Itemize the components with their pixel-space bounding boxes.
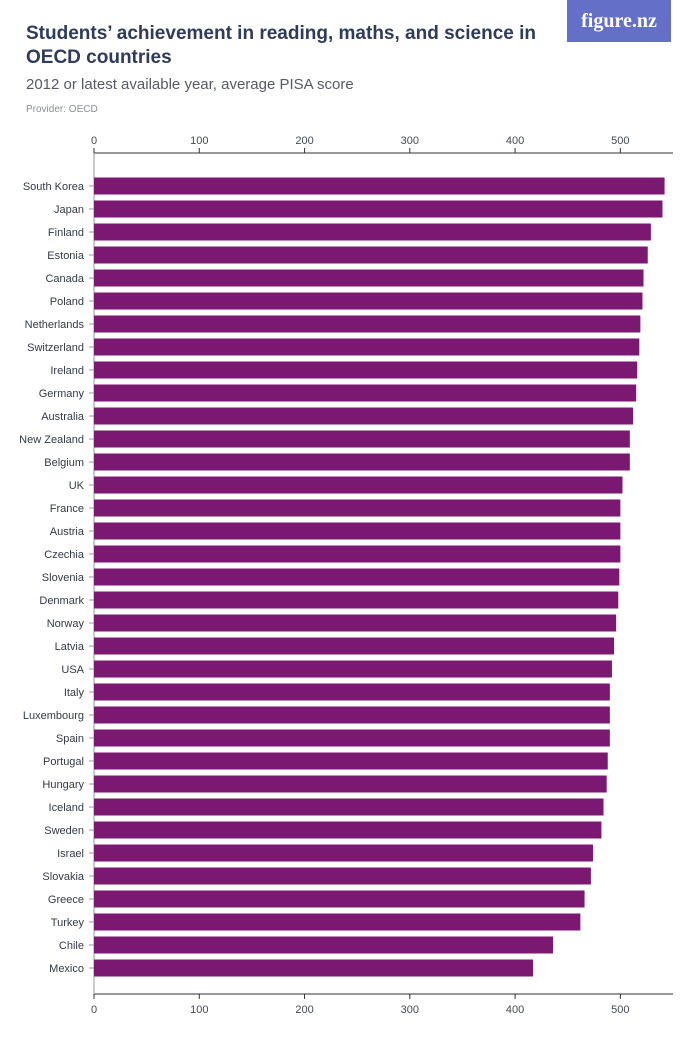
- category-label-italy: Italy: [64, 687, 85, 699]
- bar-chile: [94, 936, 553, 954]
- bar-south-korea: [94, 177, 665, 195]
- chart-subtitle: 2012 or latest available year, average P…: [26, 76, 354, 93]
- category-label-chile: Chile: [59, 940, 84, 952]
- bar-italy: [94, 683, 610, 701]
- bar-czechia: [94, 545, 621, 563]
- bar-iceland: [94, 798, 604, 816]
- bar-usa: [94, 660, 612, 678]
- category-label-estonia: Estonia: [47, 250, 85, 262]
- bar-israel: [94, 844, 593, 862]
- category-label-south-korea: South Korea: [23, 181, 85, 193]
- category-label-france: France: [50, 503, 84, 515]
- bar-luxembourg: [94, 706, 610, 724]
- bottom-tick-label-300: 300: [401, 1004, 419, 1016]
- figure-nz-logo[interactable]: figure.nz: [567, 0, 671, 42]
- bar-ireland: [94, 361, 638, 379]
- bar-slovenia: [94, 568, 620, 586]
- top-tick-label-100: 100: [190, 135, 208, 147]
- category-label-uk: UK: [69, 480, 85, 492]
- bar-switzerland: [94, 338, 640, 356]
- category-label-hungary: Hungary: [42, 779, 84, 791]
- category-label-netherlands: Netherlands: [25, 319, 85, 331]
- category-label-poland: Poland: [50, 296, 84, 308]
- category-label-slovenia: Slovenia: [42, 572, 85, 584]
- top-tick-label-400: 400: [506, 135, 524, 147]
- bottom-tick-label-0: 0: [91, 1004, 97, 1016]
- category-label-norway: Norway: [47, 618, 85, 630]
- category-label-slovakia: Slovakia: [42, 871, 84, 883]
- category-label-iceland: Iceland: [49, 802, 84, 814]
- category-label-austria: Austria: [50, 526, 85, 538]
- bar-new-zealand: [94, 430, 630, 448]
- category-label-usa: USA: [61, 664, 84, 676]
- category-label-denmark: Denmark: [39, 595, 84, 607]
- bar-denmark: [94, 591, 619, 609]
- top-tick-label-0: 0: [91, 135, 97, 147]
- bar-uk: [94, 476, 623, 494]
- category-label-belgium: Belgium: [44, 457, 84, 469]
- category-label-latvia: Latvia: [55, 641, 85, 653]
- chart-title: Students’ achievement in reading, maths,…: [26, 23, 536, 68]
- chart-header: Students’ achievement in reading, maths,…: [26, 22, 556, 115]
- bar-japan: [94, 200, 663, 218]
- provider-label: Provider: OECD: [26, 104, 98, 115]
- category-label-australia: Australia: [41, 411, 85, 423]
- bottom-tick-label-100: 100: [190, 1004, 208, 1016]
- top-tick-label-300: 300: [401, 135, 419, 147]
- category-label-czechia: Czechia: [44, 549, 85, 561]
- bottom-tick-label-200: 200: [295, 1004, 313, 1016]
- category-label-switzerland: Switzerland: [27, 342, 84, 354]
- bar-sweden: [94, 821, 602, 839]
- bar-poland: [94, 292, 643, 310]
- bar-portugal: [94, 752, 608, 770]
- bar-belgium: [94, 453, 630, 471]
- bottom-tick-label-500: 500: [611, 1004, 629, 1016]
- bar-france: [94, 499, 621, 517]
- category-label-ireland: Ireland: [50, 365, 84, 377]
- category-label-new-zealand: New Zealand: [19, 434, 84, 446]
- bar-hungary: [94, 775, 607, 793]
- category-label-turkey: Turkey: [51, 917, 85, 929]
- bottom-tick-label-400: 400: [506, 1004, 524, 1016]
- category-label-finland: Finland: [48, 227, 84, 239]
- bar-mexico: [94, 959, 533, 977]
- category-label-japan: Japan: [54, 204, 84, 216]
- bar-australia: [94, 407, 633, 425]
- bar-greece: [94, 890, 585, 908]
- bar-canada: [94, 269, 644, 287]
- bar-netherlands: [94, 315, 641, 333]
- top-tick-label-200: 200: [295, 135, 313, 147]
- category-label-sweden: Sweden: [44, 825, 84, 837]
- bar-germany: [94, 384, 637, 402]
- top-tick-label-500: 500: [611, 135, 629, 147]
- category-label-greece: Greece: [48, 894, 84, 906]
- category-label-luxembourg: Luxembourg: [23, 710, 84, 722]
- bar-estonia: [94, 246, 648, 264]
- bar-spain: [94, 729, 610, 747]
- bar-austria: [94, 522, 621, 540]
- category-label-israel: Israel: [57, 848, 84, 860]
- bar-finland: [94, 223, 651, 241]
- category-label-germany: Germany: [39, 388, 85, 400]
- category-label-spain: Spain: [56, 733, 84, 745]
- bar-turkey: [94, 913, 581, 931]
- category-label-mexico: Mexico: [49, 963, 84, 975]
- bar-norway: [94, 614, 617, 632]
- category-label-portugal: Portugal: [43, 756, 84, 768]
- bar-slovakia: [94, 867, 591, 885]
- bar-latvia: [94, 637, 615, 655]
- category-label-canada: Canada: [45, 273, 84, 285]
